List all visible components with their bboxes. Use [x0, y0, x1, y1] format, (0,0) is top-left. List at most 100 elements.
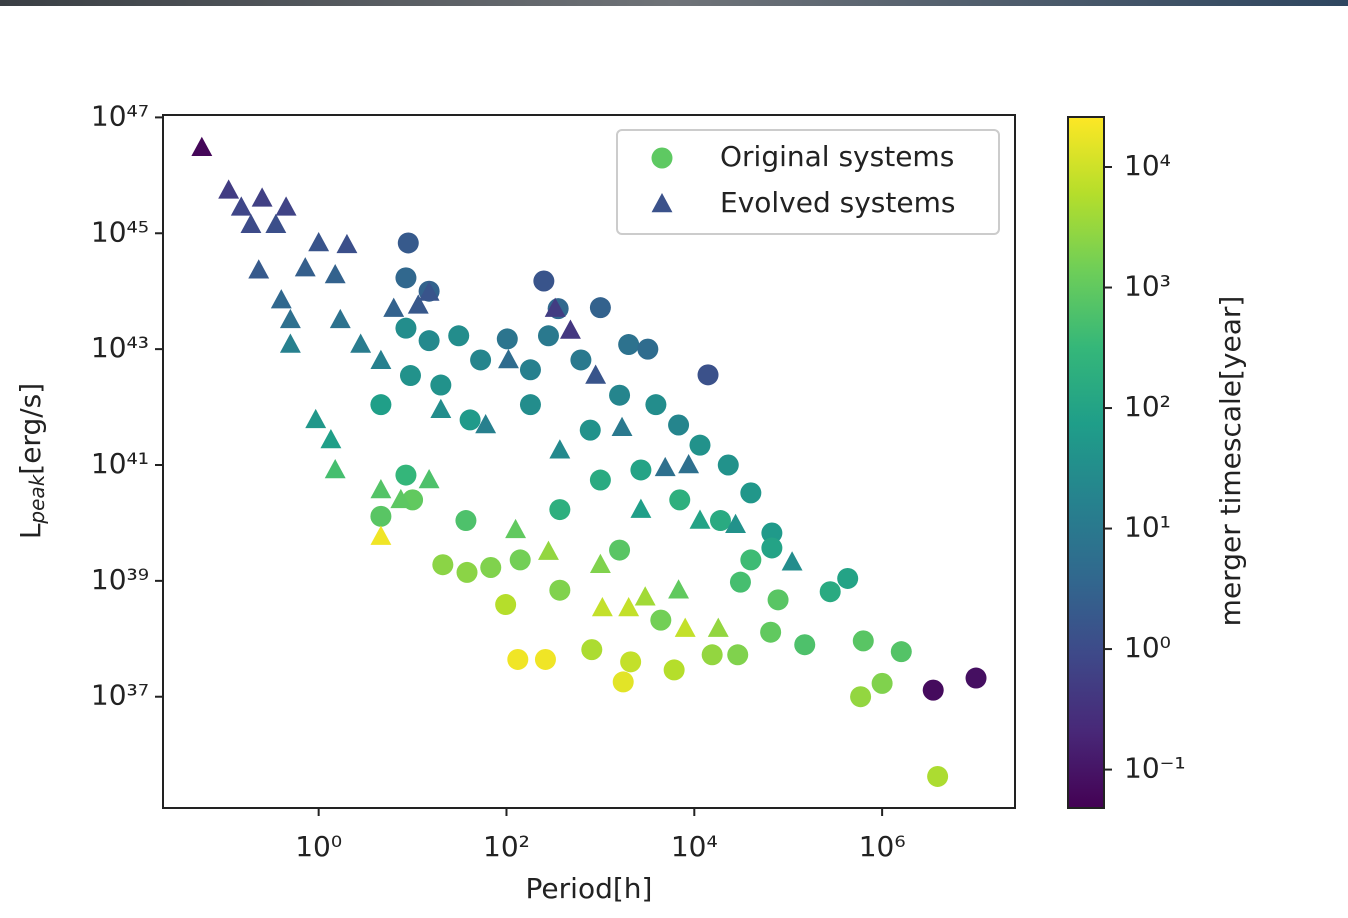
data-point — [418, 281, 440, 301]
data-point — [320, 429, 342, 449]
data-point — [495, 594, 517, 616]
data-point — [620, 651, 642, 673]
plot-area — [191, 136, 987, 787]
data-point — [275, 196, 297, 216]
data-point — [560, 319, 581, 339]
x-tick-label: 10⁴ — [671, 830, 718, 863]
y-tick-label: 10⁴¹ — [91, 447, 149, 480]
data-point — [395, 464, 417, 486]
data-point — [251, 187, 273, 207]
data-point — [324, 264, 346, 284]
data-point — [611, 416, 633, 436]
data-point — [650, 609, 672, 631]
data-point — [927, 765, 949, 787]
legend-label: Original systems — [720, 140, 954, 173]
data-point — [294, 257, 316, 277]
data-point — [761, 537, 783, 559]
data-point — [689, 509, 711, 529]
data-point — [850, 686, 872, 708]
data-point — [645, 394, 667, 416]
data-point — [609, 384, 631, 406]
data-point — [430, 374, 452, 396]
data-point — [549, 499, 571, 521]
data-point — [475, 414, 497, 434]
data-point — [630, 459, 652, 481]
y-axis-label: Lpeak[erg/s] — [14, 383, 49, 539]
data-point — [544, 297, 566, 317]
data-point — [533, 270, 555, 292]
data-point — [589, 553, 611, 573]
data-point — [740, 549, 762, 571]
data-point — [537, 325, 559, 347]
y-tick-label: 10⁴⁷ — [91, 99, 149, 132]
data-point — [591, 597, 613, 617]
data-point — [191, 136, 213, 156]
data-point — [308, 231, 330, 252]
x-tick-label: 10² — [483, 830, 530, 863]
colorbar-tick-label: 10⁰ — [1124, 631, 1171, 664]
data-point — [669, 489, 691, 511]
colorbar-tick-label: 10⁻¹ — [1124, 752, 1186, 785]
data-point — [470, 349, 492, 371]
data-point — [654, 456, 676, 477]
data-point — [689, 434, 711, 456]
data-point — [390, 488, 412, 509]
data-point — [612, 671, 634, 693]
data-point — [819, 581, 841, 603]
data-point — [609, 539, 631, 561]
data-point — [794, 634, 816, 656]
data-point — [585, 364, 607, 384]
data-point — [395, 317, 417, 339]
data-point — [407, 294, 429, 314]
colorbar-label: merger timescale[year] — [1214, 296, 1247, 627]
data-point — [397, 232, 419, 254]
data-point — [781, 551, 803, 571]
data-point — [717, 454, 739, 476]
y-tick-label: 10⁴³ — [91, 331, 149, 364]
data-point — [305, 408, 327, 429]
data-point — [630, 498, 652, 518]
data-point — [549, 579, 571, 601]
data-point — [668, 414, 690, 436]
data-point — [270, 289, 292, 309]
data-point — [965, 667, 987, 689]
data-point — [761, 522, 783, 544]
data-point — [324, 458, 346, 479]
data-point — [579, 419, 601, 441]
x-tick-label: 10⁰ — [295, 830, 342, 863]
data-point — [459, 409, 481, 431]
data-point — [279, 308, 301, 329]
y-label-main: L — [14, 523, 47, 539]
data-point — [240, 213, 262, 234]
x-axis-label: Period[h] — [526, 872, 653, 905]
data-point — [370, 349, 392, 370]
data-point — [218, 179, 240, 199]
colorbar-tick-label: 10⁴ — [1124, 149, 1171, 182]
data-point — [581, 639, 603, 661]
data-point — [637, 338, 659, 360]
data-point — [498, 348, 519, 369]
colorbar-tick-label: 10² — [1124, 390, 1171, 423]
data-point — [279, 333, 301, 353]
data-point — [509, 549, 531, 571]
data-point — [538, 540, 559, 560]
data-point — [668, 579, 690, 599]
data-point — [329, 308, 351, 329]
data-point — [370, 394, 392, 416]
data-point — [505, 518, 527, 539]
data-point — [418, 330, 440, 352]
y-tick-label: 10⁴⁵ — [91, 215, 149, 248]
data-point — [230, 196, 252, 216]
data-point — [383, 297, 405, 317]
data-point — [618, 334, 640, 356]
data-point — [265, 213, 287, 234]
data-point — [350, 333, 372, 353]
data-point — [922, 679, 944, 701]
y-label-unit: [erg/s] — [14, 383, 47, 475]
data-point — [519, 394, 541, 416]
legend-marker — [651, 193, 673, 213]
data-point — [507, 648, 529, 670]
data-point — [707, 617, 729, 637]
data-point — [395, 267, 417, 289]
